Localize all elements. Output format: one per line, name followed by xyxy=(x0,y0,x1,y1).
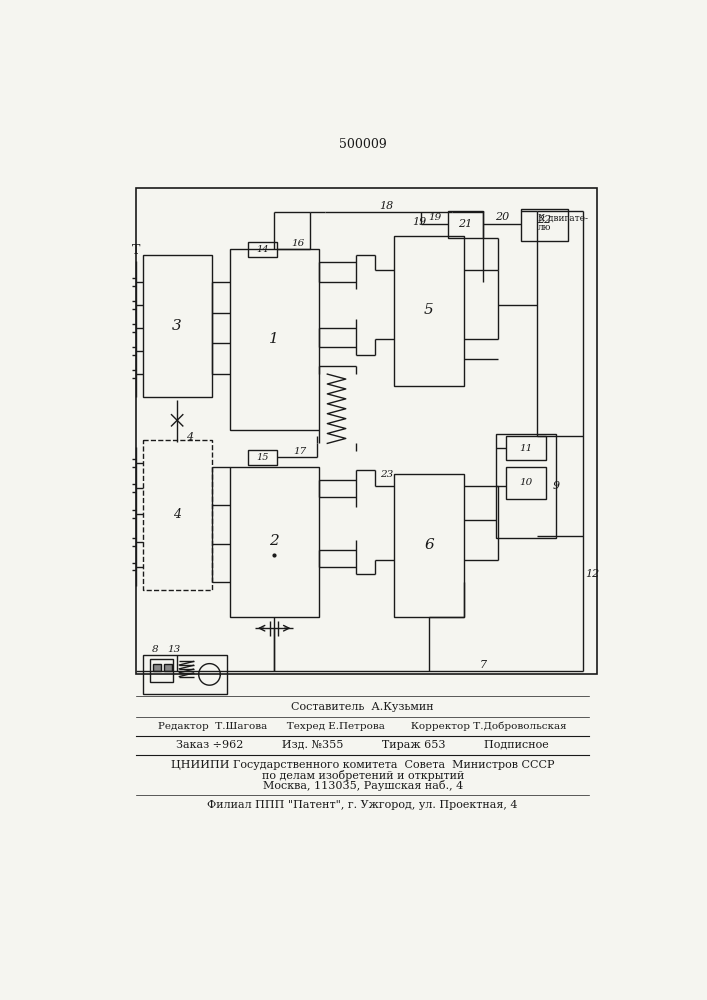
Text: 18: 18 xyxy=(380,201,394,211)
Bar xyxy=(506,436,546,460)
Text: 10: 10 xyxy=(520,478,532,487)
Bar xyxy=(496,434,556,538)
Bar xyxy=(248,450,277,465)
Bar xyxy=(143,440,212,590)
Text: 1: 1 xyxy=(269,332,279,346)
Text: Заказ ÷962           Изд. №355           Тираж 653           Подписное: Заказ ÷962 Изд. №355 Тираж 653 Подписное xyxy=(176,740,549,750)
Text: 20: 20 xyxy=(495,212,509,222)
Text: 500009: 500009 xyxy=(339,138,387,151)
Bar xyxy=(230,466,319,617)
Bar xyxy=(506,466,546,499)
Text: 3: 3 xyxy=(173,319,182,333)
Text: 16: 16 xyxy=(291,239,305,248)
Text: лю: лю xyxy=(538,223,551,232)
Text: 5: 5 xyxy=(424,303,434,317)
Bar xyxy=(395,474,464,617)
Bar xyxy=(143,255,212,397)
Text: 13: 13 xyxy=(167,645,180,654)
Bar xyxy=(143,655,227,694)
Bar xyxy=(248,242,277,257)
Text: Составитель  А.Кузьмин: Составитель А.Кузьмин xyxy=(291,702,434,712)
Text: 14: 14 xyxy=(257,245,269,254)
Text: 7: 7 xyxy=(479,660,486,670)
Text: 15: 15 xyxy=(257,453,269,462)
Text: 8: 8 xyxy=(152,645,158,654)
Bar xyxy=(153,664,161,671)
Text: 12: 12 xyxy=(585,569,600,579)
Text: 23: 23 xyxy=(380,470,393,479)
Text: 2: 2 xyxy=(269,534,279,548)
Text: 21: 21 xyxy=(458,219,472,229)
Text: Редактор  Т.Шагова      Техред Е.Петрова        Корректор Т.Добровольская: Редактор Т.Шагова Техред Е.Петрова Корре… xyxy=(158,721,567,731)
Text: 11: 11 xyxy=(520,444,532,453)
Text: 22: 22 xyxy=(537,215,551,225)
Bar xyxy=(136,188,597,674)
Text: К двигате-: К двигате- xyxy=(538,214,588,223)
Bar xyxy=(395,235,464,386)
Bar xyxy=(164,664,172,671)
Text: 19: 19 xyxy=(428,213,442,222)
Text: Филиал ППП "Патент", г. Ужгород, ул. Проектная, 4: Филиал ППП "Патент", г. Ужгород, ул. Про… xyxy=(207,800,518,810)
Bar xyxy=(150,659,173,682)
Text: 4: 4 xyxy=(173,508,181,521)
Bar xyxy=(521,209,568,241)
Text: 9: 9 xyxy=(552,481,559,491)
Text: Москва, 113035, Раушская наб., 4: Москва, 113035, Раушская наб., 4 xyxy=(262,780,463,791)
Text: 19: 19 xyxy=(413,217,427,227)
Text: по делам изобретений и открытий: по делам изобретений и открытий xyxy=(262,770,464,781)
Text: 17: 17 xyxy=(293,447,306,456)
Text: ЦНИИПИ Государственного комитета  Совета  Министров СССР: ЦНИИПИ Государственного комитета Совета … xyxy=(171,760,554,770)
Bar xyxy=(230,249,319,430)
Text: T: T xyxy=(132,244,141,257)
Bar xyxy=(448,211,483,238)
Text: 6: 6 xyxy=(424,538,434,552)
Text: 4: 4 xyxy=(187,432,194,442)
